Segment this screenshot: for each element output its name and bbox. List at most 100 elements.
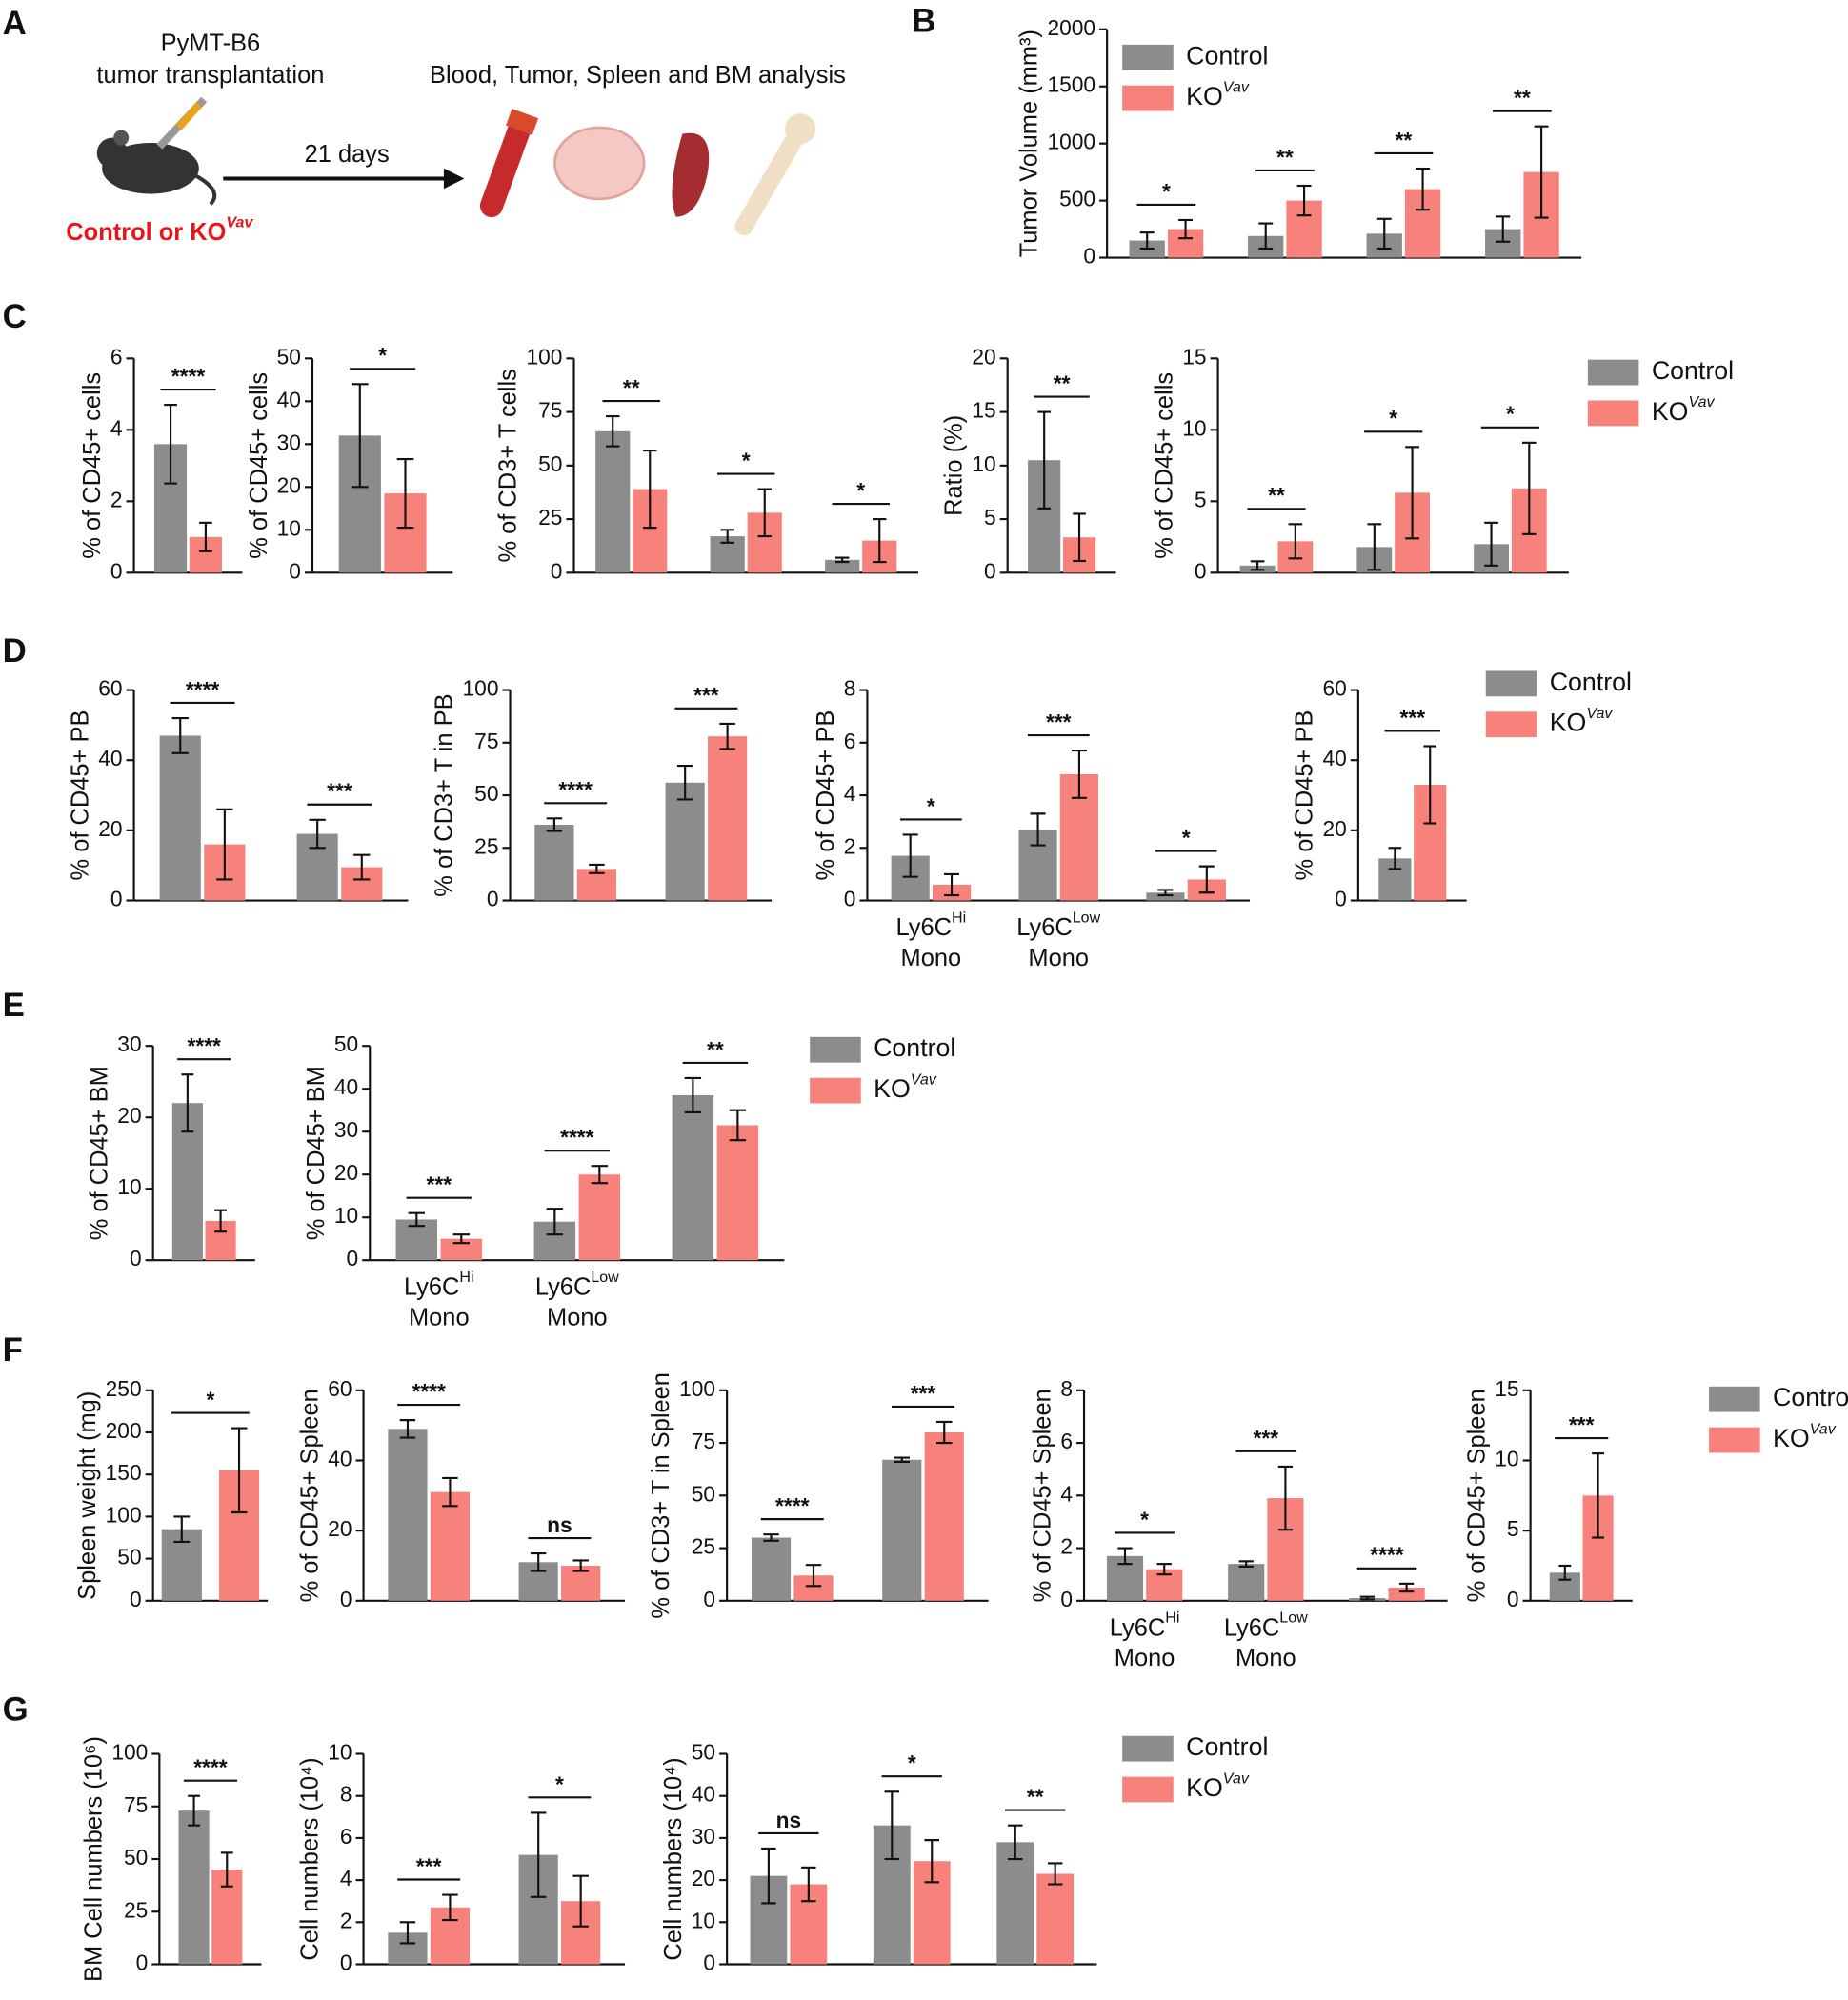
y-tick-label: 4	[110, 415, 123, 440]
legend-text: Control	[1186, 1732, 1268, 1761]
significance-label: ****	[193, 1755, 228, 1780]
bar	[665, 782, 705, 901]
error-bar	[1157, 889, 1174, 897]
chart: 0 20 40 60% of CD45+ Spleen **** ns	[296, 1376, 626, 1611]
x-tick-label-sup: Hi	[459, 1269, 473, 1286]
error-bar	[1250, 560, 1265, 571]
y-tick-label: 25	[538, 505, 562, 530]
error-bar	[1416, 167, 1431, 211]
chart: 0 10 20 30 40 50% of CD45+ cells *	[246, 343, 453, 583]
error-bar	[834, 556, 850, 564]
chart: 0 10 20 30% of CD45+ BM **** E	[3, 987, 255, 1270]
bar	[672, 1094, 714, 1261]
legend-swatch	[1587, 400, 1639, 427]
y-tick-label: 75	[538, 398, 562, 423]
significance-label: **	[1276, 145, 1294, 170]
y-tick-label: 20	[117, 1103, 141, 1128]
error-bar	[605, 415, 620, 448]
y-tick-label: 5	[1195, 487, 1207, 511]
error-bar	[1521, 441, 1537, 535]
y-axis-label: % of CD3+ T in Spleen	[648, 1372, 674, 1619]
bar	[996, 1842, 1034, 1965]
y-axis-label: Cell numbers (10⁴)	[660, 1757, 687, 1960]
mouse	[113, 130, 130, 146]
bar	[1388, 1587, 1425, 1601]
significance-label: *	[1182, 826, 1191, 850]
error-bar	[894, 1456, 910, 1464]
significance-label: ***	[416, 1853, 442, 1878]
y-tick-label: 15	[1495, 1376, 1518, 1401]
y-tick-label: 75	[692, 1429, 715, 1453]
error-bar	[546, 817, 563, 832]
legend-sup: Vav	[1688, 393, 1715, 410]
y-axis-label: % of CD45+ BM	[303, 1066, 330, 1240]
significance-label: ****	[560, 1125, 594, 1150]
bar	[178, 1810, 210, 1965]
significance-label: **	[1514, 86, 1531, 110]
y-tick-label: 200	[106, 1418, 142, 1443]
y-tick-label: 0	[130, 1246, 142, 1270]
y-tick-label: 0	[1195, 558, 1207, 583]
y-axis-label: % of CD45+ cells	[79, 372, 106, 559]
panel-letter: F	[3, 1331, 23, 1369]
legend-swatch	[1709, 1427, 1760, 1453]
chart: 0 2 4 6% of CD45+ cells **** C	[3, 298, 243, 583]
y-tick-label: 10	[117, 1174, 141, 1199]
x-tick-label: Ly6CLow	[535, 1269, 619, 1300]
error-bar	[1238, 1560, 1254, 1568]
error-bar	[1398, 1582, 1415, 1593]
y-tick-label: 10	[1495, 1446, 1518, 1470]
error-bar	[1388, 847, 1402, 870]
spleen	[672, 132, 710, 217]
y-axis-label: % of CD45+ PB	[67, 710, 93, 881]
legend-text: Control	[1773, 1383, 1848, 1411]
bar	[595, 430, 631, 573]
significance-label: ****	[1370, 1543, 1404, 1568]
error-bar	[1496, 215, 1511, 243]
y-axis-label: % of CD45+ Spleen	[1463, 1389, 1490, 1602]
error-bar	[220, 1851, 233, 1888]
y-tick-label: 40	[98, 746, 122, 770]
legend-text: Control	[1186, 41, 1268, 70]
y-tick-label: 40	[692, 1782, 715, 1807]
y-tick-label: 6	[1060, 1429, 1073, 1453]
error-bar	[873, 518, 887, 564]
error-bar	[1277, 1465, 1294, 1531]
error-bar	[173, 1515, 191, 1544]
significance-label: ns	[776, 1808, 802, 1832]
y-tick-label: 30	[334, 1117, 358, 1142]
error-bar	[1037, 410, 1051, 510]
y-tick-label: 0	[340, 1950, 352, 1975]
group-label-text: Control or KO	[66, 219, 226, 246]
y-tick-label: 20	[328, 1516, 352, 1541]
y-tick-label: 20	[692, 1866, 715, 1890]
y-axis-label: % of CD45+ PB	[813, 710, 839, 881]
error-bar	[729, 1109, 747, 1142]
legend-swatch	[1122, 85, 1174, 111]
y-tick-label: 15	[972, 398, 995, 423]
y-axis-label: BM Cell numbers (10⁶)	[80, 1736, 107, 1982]
error-bar	[591, 1165, 609, 1185]
mouse	[96, 137, 128, 169]
error-bar	[944, 872, 960, 897]
significance-label: *	[1506, 402, 1515, 427]
legend-text: KO	[1773, 1424, 1810, 1452]
x-tick-label-line2: Mono	[1028, 945, 1089, 971]
error-bar	[763, 1533, 779, 1542]
chart: 0 5 10 15% of CD45+ Spleen *** Control KOVav	[1463, 1376, 1848, 1611]
legend-label: Control	[874, 1033, 955, 1062]
error-bar	[1367, 523, 1382, 571]
legend-label: KOVav	[1550, 705, 1614, 737]
error-bar	[1258, 222, 1274, 250]
y-tick-label: 5	[984, 505, 996, 530]
significance-label: ***	[693, 683, 719, 708]
y-tick-label: 50	[692, 1481, 715, 1506]
legend-label: Control	[1773, 1383, 1848, 1411]
